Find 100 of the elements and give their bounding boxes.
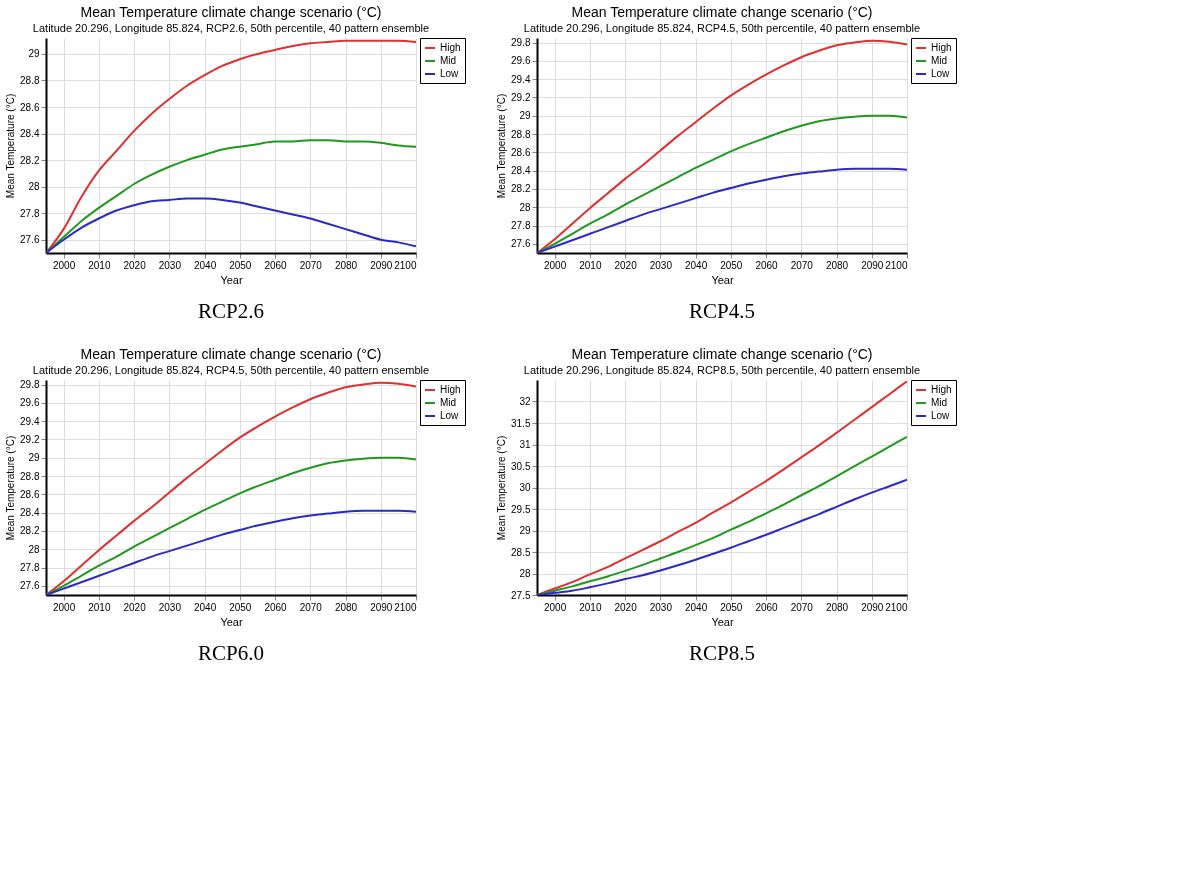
x-tick-label: 2100 bbox=[885, 601, 908, 613]
x-tick-label: 2000 bbox=[543, 259, 567, 271]
legend-label: High bbox=[931, 42, 952, 53]
x-tick-label: 2070 bbox=[790, 259, 814, 271]
text: RCP2.6 bbox=[198, 299, 264, 323]
legend-label: Low bbox=[440, 68, 460, 79]
x-tick-label: 2090 bbox=[370, 601, 393, 613]
y-tick-label: 28.4 bbox=[20, 507, 40, 519]
x-tick-label: 2100 bbox=[885, 259, 908, 271]
y-tick-label: 29.8 bbox=[20, 379, 40, 391]
x-tick-label: 2030 bbox=[649, 601, 673, 613]
y-tick-label: 32 bbox=[519, 396, 531, 407]
x-tick-label: 2080 bbox=[825, 259, 849, 271]
x-tick-label: 2030 bbox=[158, 601, 182, 613]
y-tick-label: 29.6 bbox=[20, 397, 40, 409]
y-tick-label: 29.8 bbox=[511, 37, 531, 49]
y-tick-label: 27.5 bbox=[511, 589, 531, 601]
y-tick-label: 28.6 bbox=[20, 488, 40, 500]
legend-label: Mid bbox=[440, 55, 457, 66]
y-tick-label: 28.2 bbox=[20, 154, 40, 166]
x-tick-label: 2050 bbox=[720, 259, 743, 271]
chart-subtitle: Latitude 20.296, Longitude 85.824, RCP4.5, 50th percentile, 40 pattern ensemble bbox=[32, 363, 430, 376]
x-tick-label: 2040 bbox=[193, 259, 217, 271]
text: RCP8.5 bbox=[689, 641, 755, 665]
y-tick-label: 28.6 bbox=[20, 101, 40, 113]
x-tick-label: 2070 bbox=[299, 601, 323, 613]
line-series bbox=[46, 39, 416, 253]
y-tick-label: 28 bbox=[519, 201, 531, 213]
chart-title: Mean Temperature climate change scenario (°C) bbox=[80, 345, 382, 362]
chart-title: Mean Temperature climate change scenario (°C) bbox=[571, 345, 873, 362]
x-tick-label: 2000 bbox=[52, 601, 76, 613]
x-tick-label: 2030 bbox=[158, 259, 182, 271]
x-tick-label: 2010 bbox=[579, 601, 602, 613]
x-tick-label: 2040 bbox=[193, 601, 217, 613]
x-axis-title: Year bbox=[711, 273, 734, 286]
chart-subtitle: Latitude 20.296, Longitude 85.824, RCP8.5, 50th percentile, 40 pattern ensemble bbox=[523, 363, 921, 376]
x-tick-label: 2030 bbox=[649, 259, 673, 271]
y-tick-label: 28.6 bbox=[511, 146, 531, 158]
legend-label: High bbox=[440, 384, 461, 395]
y-tick-label: 27.8 bbox=[20, 207, 40, 219]
y-tick-label: 31.5 bbox=[511, 417, 531, 429]
x-axis-title: Year bbox=[220, 615, 243, 628]
x-tick-label: 2100 bbox=[394, 601, 417, 613]
x-tick-label: 2040 bbox=[684, 259, 708, 271]
x-tick-label: 2090 bbox=[861, 601, 884, 613]
x-axis-title: Year bbox=[220, 273, 243, 286]
x-tick-label: 2080 bbox=[334, 601, 358, 613]
x-tick-label: 2020 bbox=[123, 601, 147, 613]
x-tick-label: 2050 bbox=[229, 259, 252, 271]
y-tick-label: 28.4 bbox=[20, 128, 40, 140]
y-tick-label: 28.2 bbox=[20, 525, 40, 537]
y-tick-label: 28 bbox=[28, 181, 40, 193]
y-tick-label: 28 bbox=[519, 568, 531, 579]
x-tick-label: 2070 bbox=[299, 259, 323, 271]
x-tick-label: 2010 bbox=[579, 259, 602, 271]
y-tick-label: 28.8 bbox=[20, 74, 40, 86]
x-tick-label: 2020 bbox=[614, 601, 638, 613]
x-tick-label: 2010 bbox=[88, 259, 111, 271]
y-tick-label: 27.6 bbox=[20, 580, 40, 592]
y-tick-label: 29.6 bbox=[511, 55, 531, 67]
x-tick-label: 2050 bbox=[720, 601, 743, 613]
y-tick-label: 28 bbox=[28, 543, 40, 555]
legend-label: Low bbox=[440, 410, 460, 421]
text: RCP4.5 bbox=[689, 299, 755, 323]
y-tick-label: 29.2 bbox=[511, 91, 531, 103]
line-series bbox=[46, 381, 416, 595]
x-tick-label: 2060 bbox=[264, 259, 288, 271]
x-tick-label: 2090 bbox=[370, 259, 393, 271]
line-series bbox=[537, 39, 907, 253]
chart-subtitle: Latitude 20.296, Longitude 85.824, RCP4.5, 50th percentile, 40 pattern ensemble bbox=[523, 21, 921, 34]
y-tick-label: 30 bbox=[519, 482, 531, 493]
y-tick-label: 29.2 bbox=[20, 433, 40, 445]
y-tick-label: 29 bbox=[28, 48, 40, 60]
legend-label: High bbox=[931, 384, 952, 395]
chart-title: Mean Temperature climate change scenario (°C) bbox=[80, 3, 382, 20]
y-tick-label: 29 bbox=[519, 110, 531, 122]
y-tick-label: 29.4 bbox=[511, 73, 531, 85]
x-tick-label: 2020 bbox=[123, 259, 147, 271]
x-tick-label: 2020 bbox=[614, 259, 638, 271]
y-tick-label: 29.5 bbox=[511, 503, 531, 515]
y-tick-label: 30.5 bbox=[511, 460, 531, 472]
y-tick-label: 28.5 bbox=[511, 546, 531, 558]
chart-title: Mean Temperature climate change scenario (°C) bbox=[571, 3, 873, 20]
text: RCP6.0 bbox=[198, 641, 264, 665]
x-tick-label: 2060 bbox=[264, 601, 288, 613]
x-tick-label: 2080 bbox=[334, 259, 358, 271]
x-tick-label: 2080 bbox=[825, 601, 849, 613]
x-tick-label: 2100 bbox=[394, 259, 417, 271]
x-tick-label: 2090 bbox=[861, 259, 884, 271]
x-tick-label: 2000 bbox=[543, 601, 567, 613]
legend-label: Mid bbox=[931, 397, 948, 408]
y-tick-label: 27.6 bbox=[511, 238, 531, 250]
y-axis-title: Mean Temperature (°C) bbox=[5, 93, 17, 199]
x-tick-label: 2000 bbox=[52, 259, 76, 271]
y-tick-label: 28.4 bbox=[511, 165, 531, 177]
y-tick-label: 27.8 bbox=[20, 562, 40, 574]
x-tick-label: 2070 bbox=[790, 601, 814, 613]
y-tick-label: 27.6 bbox=[20, 234, 40, 246]
legend-label: Mid bbox=[931, 55, 948, 66]
x-tick-label: 2050 bbox=[229, 601, 252, 613]
